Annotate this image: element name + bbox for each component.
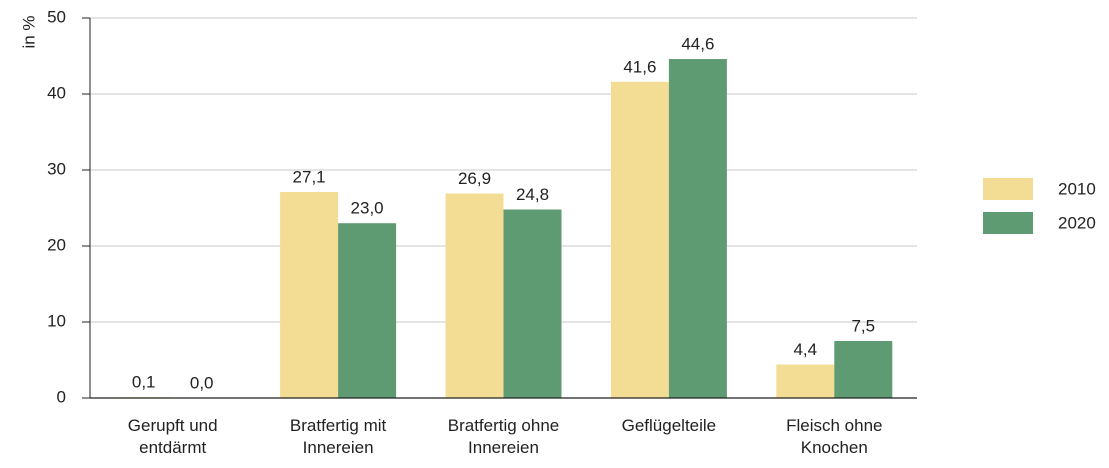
bar bbox=[776, 364, 835, 398]
legend-label: 2020 bbox=[1058, 213, 1096, 232]
bar bbox=[503, 209, 562, 398]
bar bbox=[280, 192, 339, 398]
y-tick-label: 40 bbox=[47, 83, 66, 102]
x-tick-label: Bratfertig ohne Innereien bbox=[447, 416, 560, 457]
bar bbox=[338, 223, 397, 398]
y-tick-label: 10 bbox=[47, 311, 66, 330]
bar bbox=[445, 193, 504, 398]
x-tick-label: Fleisch ohne Knochen bbox=[786, 416, 883, 457]
y-tick-label: 50 bbox=[47, 7, 66, 26]
data-label: 41,6 bbox=[623, 57, 656, 76]
legend-label: 2010 bbox=[1058, 179, 1096, 198]
y-axis-label: in % bbox=[19, 15, 38, 48]
data-label: 23,0 bbox=[351, 199, 384, 218]
data-label: 4,4 bbox=[793, 340, 817, 359]
bar bbox=[610, 81, 669, 398]
data-label: 24,8 bbox=[516, 185, 549, 204]
data-label: 27,1 bbox=[293, 168, 326, 187]
data-label: 0,1 bbox=[132, 373, 156, 392]
legend-swatch bbox=[983, 178, 1033, 200]
y-tick-label: 20 bbox=[47, 235, 66, 254]
y-tick-label: 0 bbox=[57, 387, 66, 406]
x-tick-label: Bratfertig mit Innereien bbox=[289, 416, 387, 457]
data-label: 0,0 bbox=[190, 373, 214, 392]
data-label: 26,9 bbox=[458, 169, 491, 188]
bar bbox=[834, 341, 893, 398]
y-tick-label: 30 bbox=[47, 159, 66, 178]
x-tick-label: Gerupft und entdärmt bbox=[127, 416, 218, 457]
bar bbox=[668, 59, 727, 398]
data-label: 44,6 bbox=[681, 35, 714, 54]
data-label: 7,5 bbox=[851, 316, 875, 335]
x-tick-label: Geflügelteile bbox=[621, 416, 717, 435]
legend-swatch bbox=[983, 212, 1033, 234]
